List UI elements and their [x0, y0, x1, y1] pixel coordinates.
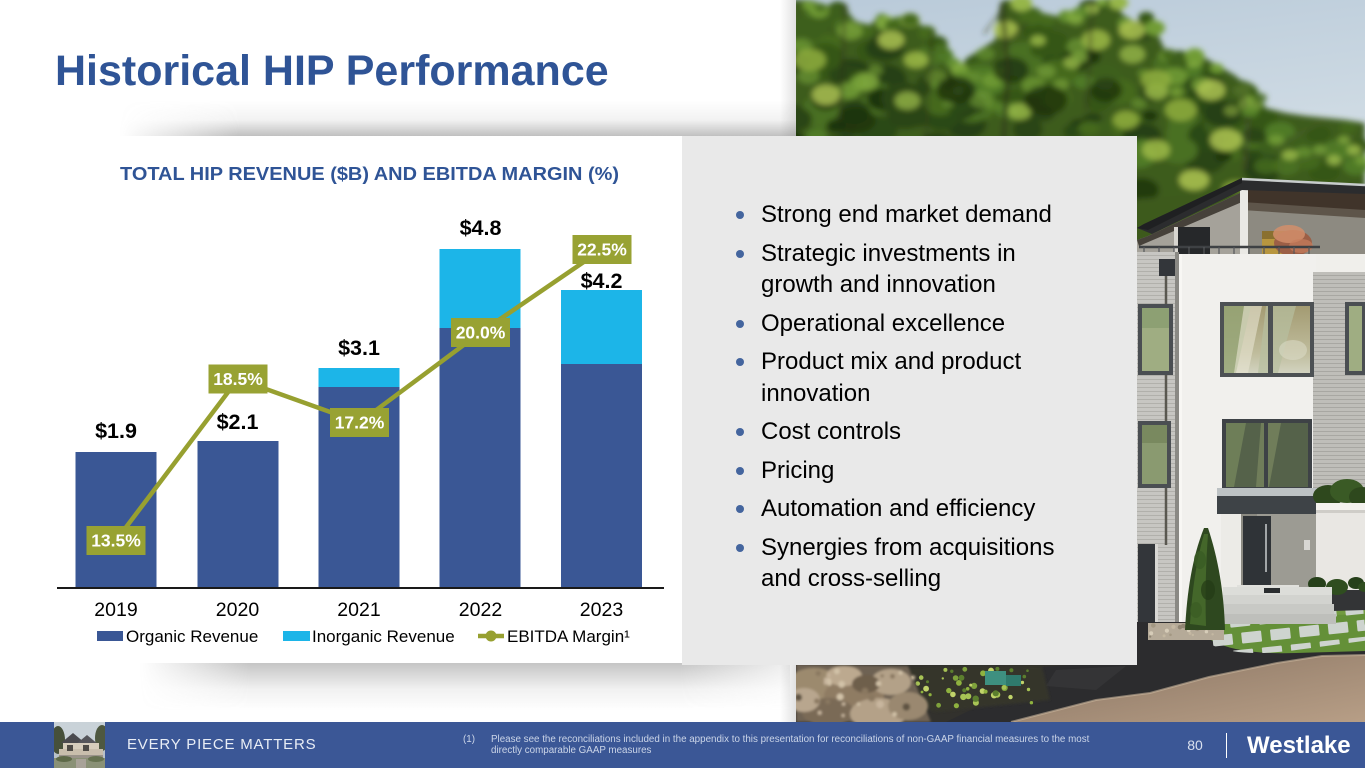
svg-text:22.5%: 22.5%: [577, 240, 627, 260]
svg-text:Organic Revenue: Organic Revenue: [126, 627, 258, 646]
svg-text:$3.1: $3.1: [338, 336, 380, 360]
svg-text:2021: 2021: [337, 599, 380, 621]
svg-text:$4.2: $4.2: [581, 269, 623, 293]
svg-text:TOTAL HIP REVENUE ($B) AND EBI: TOTAL HIP REVENUE ($B) AND EBITDA MARGIN…: [120, 164, 619, 184]
svg-text:$1.9: $1.9: [95, 419, 137, 443]
svg-text:17.2%: 17.2%: [335, 413, 385, 433]
svg-text:2020: 2020: [216, 599, 260, 621]
svg-text:Inorganic Revenue: Inorganic Revenue: [312, 627, 455, 646]
svg-text:2019: 2019: [94, 599, 137, 621]
svg-text:2023: 2023: [580, 599, 623, 621]
svg-text:2022: 2022: [459, 599, 502, 621]
svg-text:$4.8: $4.8: [460, 216, 502, 240]
svg-text:EBITDA Margin¹: EBITDA Margin¹: [507, 627, 630, 646]
svg-text:13.5%: 13.5%: [91, 531, 141, 551]
svg-text:18.5%: 18.5%: [213, 369, 263, 389]
svg-text:$2.1: $2.1: [217, 410, 259, 434]
svg-text:20.0%: 20.0%: [456, 323, 506, 343]
